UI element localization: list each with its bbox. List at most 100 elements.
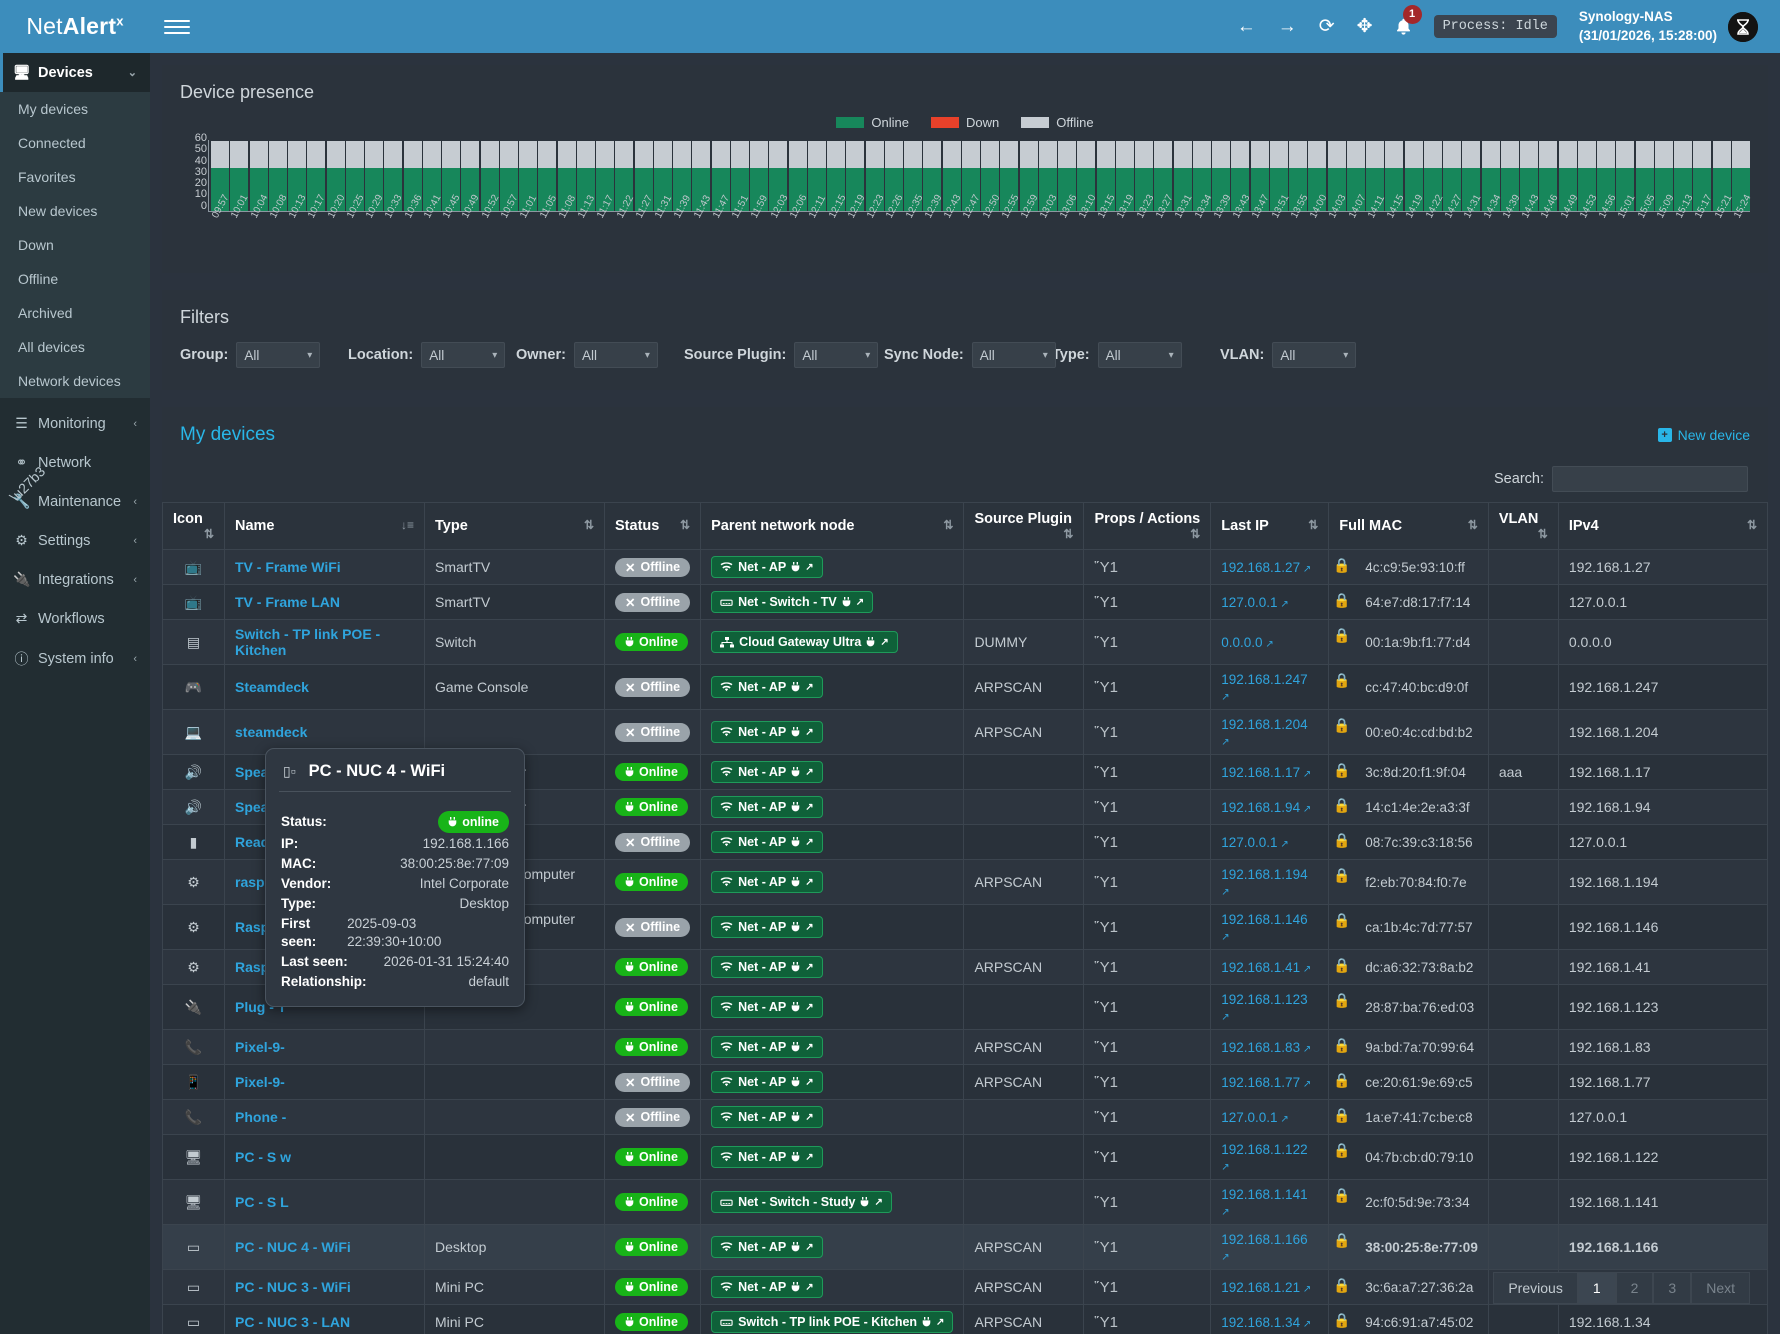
- table-row[interactable]: ▭ PC - NUC 4 - WiFi Desktop Online Net - AP ↗…: [162, 1224, 1769, 1270]
- column-header[interactable]: VLAN ⇅: [1487, 502, 1559, 550]
- sort-icon[interactable]: ⇅: [1537, 527, 1548, 541]
- parent-node-link[interactable]: Net - AP ↗: [711, 996, 823, 1018]
- last-ip-link[interactable]: 192.168.1.123: [1221, 992, 1308, 1007]
- parent-node-link[interactable]: Net - AP ↗: [711, 831, 823, 853]
- column-header[interactable]: Name ↓≡: [224, 502, 425, 550]
- table-row[interactable]: 🎮 Steamdeck Game Console ✕ Offline Net - AP ↗ A…: [162, 664, 1769, 710]
- sidebar-item-new-devices[interactable]: New devices: [18, 203, 98, 219]
- search-input[interactable]: [1552, 466, 1748, 492]
- parent-node-link[interactable]: Net - AP ↗: [711, 1106, 823, 1128]
- delete-icon[interactable]: Ὕ1: [1094, 723, 1118, 741]
- last-ip-link[interactable]: 127.0.0.1: [1221, 1110, 1278, 1125]
- filter-select[interactable]: All: [421, 342, 506, 368]
- parent-node-link[interactable]: Net - Switch - Study ↗: [711, 1191, 892, 1213]
- user-menu[interactable]: Synology-NAS (31/01/2026, 15:28:00): [1579, 8, 1758, 44]
- lock-icon[interactable]: 🔒: [1333, 627, 1351, 643]
- parent-node-link[interactable]: Net - AP ↗: [711, 1036, 823, 1058]
- last-ip-link[interactable]: 192.168.1.194: [1221, 867, 1308, 882]
- filter-select[interactable]: All: [1272, 342, 1357, 368]
- device-name-link[interactable]: Phone -: [235, 1109, 287, 1125]
- notifications-bell-icon[interactable]: 1: [1395, 4, 1422, 36]
- sidebar-item-monitoring[interactable]: ☰ Monitoring ‹: [0, 404, 150, 443]
- table-row[interactable]: 💻 steamdeck ✕ Offline Net - AP ↗ ARPSCAN Ὕ1 192.…: [162, 709, 1769, 755]
- column-header[interactable]: Type ⇅: [424, 502, 605, 550]
- filter-select[interactable]: All: [573, 342, 658, 368]
- parent-node-link[interactable]: Cloud Gateway Ultra ↗: [711, 631, 898, 653]
- device-name-link[interactable]: Pixel-9-: [235, 1039, 285, 1055]
- table-row[interactable]: 📺 TV - Frame LAN SmartTV ✕ Offline Net - Swit…: [162, 584, 1769, 620]
- parent-node-link[interactable]: Net - AP ↗: [711, 1146, 823, 1168]
- last-ip-link[interactable]: 192.168.1.83: [1221, 1040, 1301, 1055]
- lock-icon[interactable]: 🔒: [1333, 1107, 1351, 1123]
- pagination-page-3[interactable]: 3: [1653, 1272, 1692, 1304]
- delete-icon[interactable]: Ὕ1: [1094, 1238, 1118, 1256]
- device-name-link[interactable]: PC - NUC 4 - WiFi: [235, 1239, 351, 1255]
- lock-icon[interactable]: 🔒: [1333, 672, 1351, 688]
- delete-icon[interactable]: Ὕ1: [1094, 593, 1118, 611]
- delete-icon[interactable]: Ὕ1: [1094, 763, 1118, 781]
- last-ip-link[interactable]: 192.168.1.204: [1221, 717, 1308, 732]
- table-row[interactable]: 📞 Phone - ✕ Offline Net - AP ↗ Ὕ1 127.0.0.1 ↗ 🔒 1…: [162, 1099, 1769, 1135]
- sidebar-item-network-devices[interactable]: Network devices: [18, 373, 121, 389]
- device-name-link[interactable]: TV - Frame WiFi: [235, 559, 341, 575]
- sidebar-item-workflows[interactable]: ⇄ Workflows: [0, 599, 150, 638]
- delete-icon[interactable]: Ὕ1: [1094, 1148, 1118, 1166]
- last-ip-link[interactable]: 192.168.1.141: [1221, 1187, 1308, 1202]
- table-row[interactable]: 📱 Pixel-9- ✕ Offline Net - AP ↗ ARPSCAN Ὕ1 192.1…: [162, 1064, 1769, 1100]
- device-name-link[interactable]: Switch - TP link POE - Kitchen: [235, 626, 381, 658]
- device-name-link[interactable]: TV - Frame LAN: [235, 594, 341, 610]
- sort-icon[interactable]: ⇅: [203, 527, 214, 541]
- delete-icon[interactable]: Ὕ1: [1094, 798, 1118, 816]
- column-header[interactable]: Full MAC ⇅: [1328, 502, 1489, 550]
- delete-icon[interactable]: Ὕ1: [1094, 998, 1118, 1016]
- delete-icon[interactable]: Ὕ1: [1094, 558, 1118, 576]
- table-row[interactable]: ▭ PC - NUC 3 - LAN Mini PC Online Switch - T…: [162, 1304, 1769, 1334]
- table-row[interactable]: 🖥 PC - S w Online Net - AP ↗ Ὕ1 192.168.1.122 …: [162, 1134, 1769, 1180]
- filter-select[interactable]: All: [794, 342, 879, 368]
- delete-icon[interactable]: Ὕ1: [1094, 633, 1118, 651]
- lock-icon[interactable]: 🔒: [1333, 1072, 1351, 1088]
- table-row[interactable]: 🔌 Plug - T Online Net - AP ↗ Ὕ1 192.168.1.123 …: [162, 984, 1769, 1030]
- column-header[interactable]: Parent network node ⇅: [700, 502, 965, 550]
- pagination-previous[interactable]: Previous: [1493, 1272, 1578, 1304]
- last-ip-link[interactable]: 192.168.1.17: [1221, 765, 1301, 780]
- move-icon[interactable]: ✥: [1356, 16, 1373, 37]
- device-name-link[interactable]: PC - NUC 3 - LAN: [235, 1314, 351, 1330]
- delete-icon[interactable]: Ὕ1: [1094, 1038, 1118, 1056]
- lock-icon[interactable]: 🔒: [1333, 717, 1351, 733]
- sidebar-item-favorites[interactable]: Favorites: [18, 169, 76, 185]
- parent-node-link[interactable]: Net - AP ↗: [711, 871, 823, 893]
- lock-icon[interactable]: 🔒: [1333, 1187, 1351, 1203]
- sidebar-item-settings[interactable]: ⚙ Settings ‹: [0, 521, 150, 560]
- sidebar-item-system-info[interactable]: ⓘ System info ‹: [0, 638, 150, 680]
- sidebar-item-connected[interactable]: Connected: [18, 135, 86, 151]
- last-ip-link[interactable]: 192.168.1.247: [1221, 672, 1308, 687]
- sort-icon[interactable]: ⇅: [1467, 518, 1478, 532]
- sidebar-item-my-devices[interactable]: My devices: [18, 101, 89, 117]
- lock-icon[interactable]: 🔒: [1333, 912, 1351, 928]
- parent-node-link[interactable]: Switch - TP link POE - Kitchen ↗: [711, 1311, 954, 1333]
- last-ip-link[interactable]: 192.168.1.122: [1221, 1142, 1308, 1157]
- filter-select[interactable]: All: [1097, 342, 1182, 368]
- device-name-link[interactable]: steamdeck: [235, 724, 308, 740]
- new-device-button[interactable]: + New device: [1657, 427, 1750, 443]
- sidebar-item-network[interactable]: ⚭ Network: [0, 443, 150, 482]
- column-header[interactable]: Status ⇅: [603, 502, 702, 550]
- delete-icon[interactable]: Ὕ1: [1094, 958, 1118, 976]
- device-name-link[interactable]: Pixel-9-: [235, 1074, 285, 1090]
- pagination-next[interactable]: Next: [1691, 1272, 1750, 1304]
- avatar[interactable]: [1728, 11, 1758, 42]
- parent-node-link[interactable]: Net - Switch - TV ↗: [711, 591, 874, 613]
- table-row[interactable]: 🖥 PC - S L Online Net - Switch - Study ↗ Ὕ1 19…: [162, 1179, 1769, 1225]
- lock-icon[interactable]: 🔒: [1333, 1232, 1351, 1248]
- lock-icon[interactable]: 🔒: [1333, 797, 1351, 813]
- lock-icon[interactable]: 🔒: [1333, 1142, 1351, 1158]
- parent-node-link[interactable]: Net - AP ↗: [711, 1071, 823, 1093]
- last-ip-link[interactable]: 192.168.1.21: [1221, 1280, 1301, 1295]
- parent-node-link[interactable]: Net - AP ↗: [711, 956, 823, 978]
- delete-icon[interactable]: Ὕ1: [1094, 1278, 1118, 1296]
- last-ip-link[interactable]: 192.168.1.94: [1221, 800, 1301, 815]
- sidebar-toggle-icon[interactable]: [164, 14, 190, 40]
- parent-node-link[interactable]: Net - AP ↗: [711, 796, 823, 818]
- parent-node-link[interactable]: Net - AP ↗: [711, 1276, 823, 1298]
